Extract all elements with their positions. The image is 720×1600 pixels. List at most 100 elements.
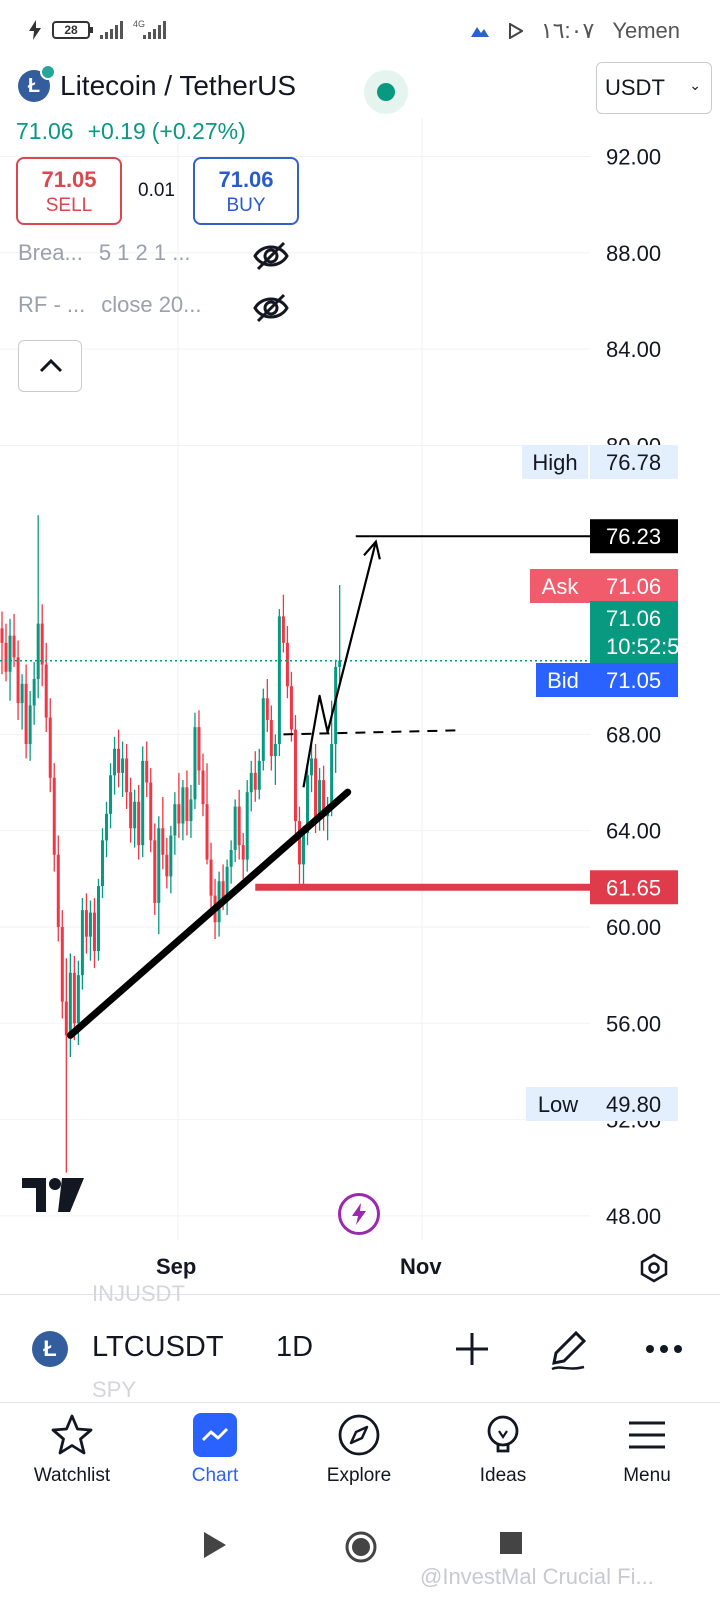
symbol-title[interactable]: Litecoin / TetherUS [60, 70, 297, 101]
pen-icon[interactable] [544, 1325, 592, 1373]
candle-body [133, 801, 137, 829]
currency-select[interactable]: USDT ⌄ [596, 62, 712, 114]
candle [133, 789, 137, 848]
candle-body [177, 804, 181, 824]
candle-body [257, 760, 261, 790]
candle [185, 770, 189, 836]
candle-body [225, 866, 229, 901]
symbol-name[interactable]: LTCUSDT [92, 1331, 224, 1363]
candle [16, 640, 20, 720]
indicator-legend-1[interactable]: Brea... 5 1 2 1 ... [18, 240, 191, 266]
plus-icon[interactable] [448, 1325, 496, 1373]
candle [285, 626, 289, 699]
price-change-percent: (+0.27%) [151, 118, 246, 144]
indicator-legend-2[interactable]: RF - ... close 20... [18, 292, 202, 318]
candle [245, 780, 249, 872]
candle [302, 825, 305, 889]
compass-icon [338, 1414, 380, 1456]
nav-label: Chart [191, 1465, 239, 1486]
high-tag: High 76.78 [522, 445, 678, 479]
candle-body [129, 792, 133, 829]
candle [141, 746, 145, 858]
candle-body [293, 729, 297, 822]
candle [237, 789, 241, 860]
collapse-legend-button[interactable] [18, 340, 82, 392]
eye-off-icon[interactable] [252, 240, 290, 272]
more-icon[interactable] [640, 1325, 688, 1373]
battery-level: 28 [64, 23, 78, 37]
candle [60, 910, 64, 1019]
back-triangle-icon[interactable] [202, 1530, 228, 1560]
symbol-title-row[interactable]: Ł Litecoin / TetherUS [18, 64, 297, 102]
nav-menu[interactable]: Menu [587, 1413, 707, 1497]
interval-selector[interactable]: 1D [276, 1331, 314, 1363]
candle-body [153, 840, 157, 903]
price-chart[interactable]: 92.0088.0084.0080.0068.0064.0060.0056.00… [0, 118, 720, 1240]
chart-drawings[interactable] [0, 535, 590, 1039]
recents-square-icon[interactable] [498, 1530, 524, 1556]
lightning-icon [352, 1203, 366, 1225]
price-tick-label: 88.00 [606, 241, 661, 266]
candle-body [64, 1001, 68, 1036]
signal-icon [100, 21, 123, 39]
ask-tag: Ask 71.06 [530, 569, 678, 603]
candle [0, 611, 4, 675]
eye-off-icon[interactable] [252, 292, 290, 324]
buy-button[interactable]: 71.06 BUY [193, 157, 299, 225]
high-tag-label-box [522, 445, 588, 479]
candle [36, 515, 40, 699]
quick-action-button[interactable] [338, 1193, 380, 1235]
candle [273, 734, 277, 785]
time-axis[interactable]: Sep Nov [0, 1240, 720, 1294]
candle [297, 806, 301, 884]
nav-ideas[interactable]: Ideas [443, 1413, 563, 1497]
nav-watchlist[interactable]: Watchlist [12, 1413, 132, 1497]
candle [129, 777, 133, 843]
candle [105, 801, 109, 858]
litecoin-logo-icon[interactable]: Ł [32, 1331, 68, 1367]
status-left: 28 4G [28, 18, 167, 40]
candle [229, 840, 233, 884]
candle [265, 679, 269, 732]
play-store-icon [508, 23, 523, 39]
candle [181, 780, 185, 841]
network-type: 4G [133, 18, 146, 29]
candle-body [137, 801, 141, 846]
nav-chart[interactable]: Chart [155, 1413, 275, 1497]
candle [277, 609, 281, 757]
last-price-tag-value-box [590, 601, 678, 663]
candle-body [32, 679, 36, 706]
ask-tag-value: 71.06 [606, 574, 661, 599]
candle-body [121, 758, 125, 773]
ask-tag-label-box [530, 569, 590, 603]
carrier-name: Yemen [612, 18, 680, 43]
candle [225, 859, 229, 915]
candles [0, 515, 342, 1173]
spread-value: 0.01 [138, 180, 175, 201]
candle [12, 613, 16, 667]
candle [84, 893, 88, 954]
bid-tag-value-box [590, 663, 678, 697]
projection-path [302, 541, 377, 788]
candle-body [20, 683, 24, 704]
candle-body [56, 854, 60, 927]
candle [4, 623, 8, 682]
price-tick-label: 84.00 [606, 337, 661, 362]
market-open-indicator[interactable] [364, 70, 408, 114]
candle [241, 833, 245, 879]
settings-hexagon-icon[interactable] [638, 1252, 670, 1284]
projection-arrowhead [363, 539, 381, 560]
nav-explore[interactable]: Explore [299, 1413, 419, 1497]
candle-body [161, 828, 165, 855]
target-price-tag-value: 76.23 [606, 524, 661, 549]
indicator-name: Brea... [18, 240, 83, 265]
indicator-params: 5 1 2 1 ... [98, 240, 191, 265]
home-circle-icon[interactable] [344, 1530, 378, 1564]
candle [269, 705, 273, 771]
candle-body [24, 683, 28, 745]
bottom-navigation: Watchlist Chart Explore Ideas Menu [0, 1402, 720, 1502]
candle-body [101, 840, 104, 887]
candle-body [189, 799, 193, 822]
sell-button[interactable]: 71.05 SELL [16, 157, 122, 225]
candle [257, 748, 261, 800]
